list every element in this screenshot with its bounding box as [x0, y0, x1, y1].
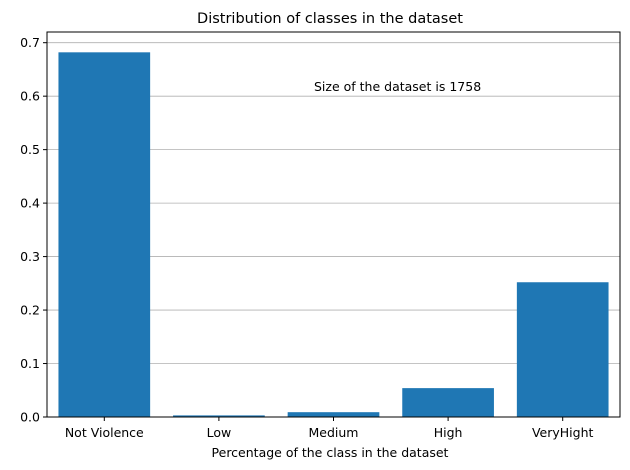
bar-high: [402, 388, 494, 417]
y-tick-label: 0.4: [20, 196, 40, 211]
bar-medium: [287, 412, 380, 417]
y-tick-label: 0.1: [20, 356, 40, 371]
y-tick-label: 0.2: [20, 303, 40, 318]
axes: 0.0 0.1 0.2 0.3 0.4 0.5 0.6 0.7 Not Violence Low M…: [20, 31, 621, 440]
y-tick-label: 0.6: [20, 89, 40, 104]
y-tick-label: 0.0: [20, 410, 40, 425]
bars: [58, 52, 609, 417]
bar-not-violence: [58, 52, 151, 417]
x-tick-label: VeryHight: [532, 425, 594, 440]
x-tick-label: Not Violence: [65, 425, 144, 440]
x-tick-label: High: [434, 425, 463, 440]
x-tick-label: Medium: [309, 425, 359, 440]
y-tick-label: 0.5: [20, 142, 40, 157]
x-axis-label: Percentage of the class in the dataset: [212, 445, 449, 460]
bar-veryhight: [516, 282, 609, 417]
y-tick-label: 0.3: [20, 249, 40, 264]
dataset-size-annotation: Size of the dataset is 1758: [314, 79, 481, 94]
y-tick-label: 0.7: [20, 35, 40, 50]
bar-low: [173, 415, 265, 417]
plot-frame: [46, 31, 621, 418]
x-tick-label: Low: [207, 425, 232, 440]
chart-title: Distribution of classes in the dataset: [197, 11, 463, 27]
